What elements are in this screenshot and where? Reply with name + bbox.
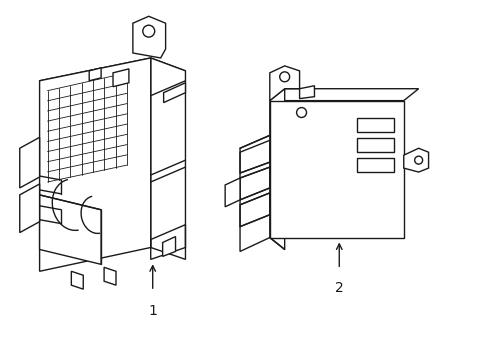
Polygon shape [163, 237, 175, 256]
Polygon shape [269, 89, 284, 249]
Polygon shape [40, 58, 150, 271]
Polygon shape [133, 16, 165, 58]
Polygon shape [20, 137, 40, 188]
Polygon shape [89, 68, 101, 81]
Polygon shape [240, 135, 269, 251]
Polygon shape [20, 184, 40, 233]
Text: 2: 2 [334, 281, 343, 295]
Polygon shape [356, 138, 393, 152]
Polygon shape [356, 158, 393, 172]
Polygon shape [150, 58, 185, 260]
Polygon shape [403, 148, 427, 172]
Polygon shape [224, 178, 240, 207]
Polygon shape [269, 89, 418, 100]
Polygon shape [299, 86, 314, 99]
Polygon shape [113, 69, 129, 87]
Polygon shape [269, 100, 403, 238]
Polygon shape [269, 66, 299, 100]
Polygon shape [71, 271, 83, 289]
Polygon shape [40, 58, 185, 94]
Polygon shape [104, 267, 116, 285]
Text: 1: 1 [148, 304, 157, 318]
Polygon shape [163, 83, 185, 103]
Polygon shape [356, 118, 393, 132]
Polygon shape [40, 195, 101, 264]
